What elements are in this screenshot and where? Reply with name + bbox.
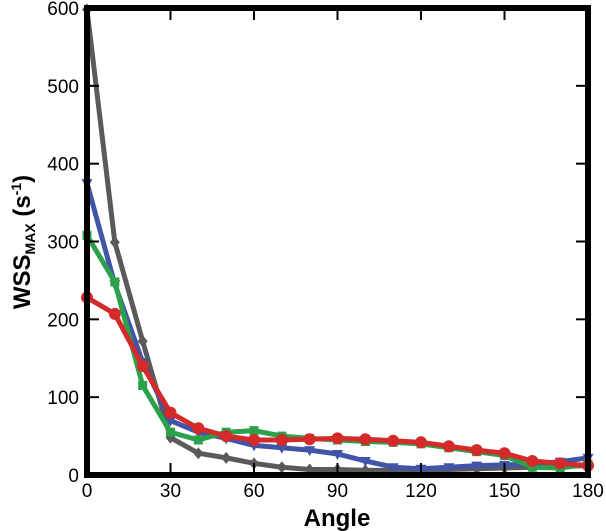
data-point	[136, 360, 149, 373]
data-point	[471, 461, 483, 472]
data-point	[138, 380, 148, 390]
axis-ticks: 0 30 60 90 120 150 180 0 100 200 300 400 500 600	[47, 0, 604, 502]
data-point	[387, 434, 400, 447]
x-tick-label: 60	[243, 481, 264, 502]
data-point	[249, 426, 259, 436]
x-tick-label: 0	[82, 481, 93, 502]
y-axis-title-unit: (s	[9, 195, 36, 223]
data-point	[248, 433, 260, 446]
data-point	[220, 430, 233, 443]
x-tick-label: 120	[405, 481, 437, 502]
x-tick-label: 30	[160, 481, 181, 502]
series-line	[84, 180, 591, 472]
data-point	[109, 236, 120, 249]
series-2	[81, 179, 594, 475]
data-point	[165, 416, 176, 427]
data-point	[303, 433, 316, 446]
data-point	[359, 456, 371, 467]
data-point	[193, 447, 204, 460]
x-axis-title: Angle	[304, 505, 371, 531]
x-tick-label: 90	[327, 481, 348, 502]
y-axis-title-subscript: MAX	[22, 223, 38, 255]
y-tick-label: 600	[47, 0, 79, 20]
y-tick-label: 300	[47, 233, 79, 254]
data-point	[192, 422, 205, 435]
data-point	[108, 307, 121, 320]
y-tick-label: 500	[47, 77, 79, 98]
data-point	[275, 433, 288, 446]
series-4	[81, 291, 594, 472]
x-tick-label: 150	[489, 481, 521, 502]
y-tick-label: 0	[68, 466, 79, 487]
y-tick-label: 400	[47, 155, 79, 176]
chart-marks	[81, 3, 594, 477]
data-point	[166, 427, 175, 437]
y-axis-title-unit-exponent: -1	[8, 183, 24, 196]
data-point	[164, 406, 177, 419]
y-tick-label: 100	[47, 388, 79, 409]
data-point	[526, 454, 539, 467]
data-point	[470, 444, 483, 457]
data-point	[415, 436, 427, 449]
data-point	[193, 435, 203, 445]
y-axis-title-unit-close: )	[9, 175, 36, 183]
data-point	[221, 451, 232, 464]
data-point	[359, 433, 372, 446]
data-point	[304, 446, 316, 457]
data-point	[387, 463, 399, 474]
y-axis-title: WSSMAX (s-1)	[8, 175, 38, 309]
data-point	[332, 449, 343, 460]
y-axis-title-main: WSS	[9, 254, 36, 309]
y-tick-label: 200	[47, 310, 79, 331]
data-point	[137, 335, 148, 348]
data-point	[276, 461, 287, 474]
data-point	[443, 463, 455, 474]
data-point	[331, 432, 344, 445]
data-point	[498, 447, 511, 460]
data-point	[554, 457, 567, 470]
data-point	[527, 462, 537, 472]
x-tick-label: 180	[572, 481, 604, 502]
data-point	[110, 277, 120, 287]
data-point	[276, 443, 288, 454]
series-1	[82, 3, 593, 477]
data-point	[442, 440, 455, 453]
